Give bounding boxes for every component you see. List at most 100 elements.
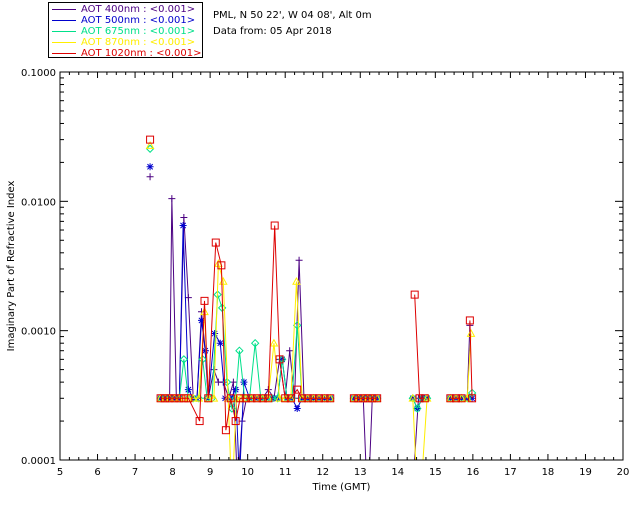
marker-square (309, 394, 318, 403)
series-clip-group (145, 135, 477, 460)
marker-square (451, 394, 460, 403)
x-tick-label: 16 (466, 467, 479, 478)
marker-triangle (269, 338, 279, 347)
y-tick-label: 0.0001 (21, 456, 56, 467)
marker-square (293, 385, 302, 394)
marker-asterisk (184, 386, 192, 394)
marker-triangle (203, 393, 213, 402)
marker-plus (180, 213, 188, 221)
y-tick-label: 0.0010 (21, 327, 56, 338)
marker-square (468, 394, 477, 403)
marker-asterisk (157, 394, 165, 402)
legend-item: AOT 1020nm : <0.001> (52, 48, 201, 59)
x-tick-label: 7 (132, 467, 138, 478)
marker-triangle (422, 393, 432, 402)
marker-triangle (223, 393, 233, 402)
date-info: Data from: 05 Apr 2018 (213, 26, 332, 37)
marker-square (175, 394, 184, 403)
marker-diamond (189, 394, 198, 403)
marker-square (410, 290, 419, 299)
legend-label: AOT 400nm : <0.001> (81, 4, 196, 15)
series-line (414, 294, 425, 399)
x-tick-label: 5 (57, 467, 63, 478)
marker-square (368, 394, 377, 403)
legend-label: AOT 1020nm : <0.001> (81, 48, 202, 59)
legend-label: AOT 675nm : <0.001> (81, 26, 196, 37)
series-line (160, 294, 331, 411)
series (146, 135, 477, 435)
marker-triangle (408, 393, 418, 402)
series (145, 141, 476, 460)
legend-swatch (52, 19, 76, 21)
marker-square (275, 355, 284, 364)
marker-triangle (466, 329, 476, 337)
marker-square (247, 394, 256, 403)
marker-asterisk (373, 394, 381, 402)
marker-square (221, 426, 230, 435)
marker-square (270, 221, 279, 230)
marker-asterisk (293, 405, 301, 413)
series (145, 144, 477, 413)
series (146, 163, 476, 460)
legend-swatch (52, 8, 76, 10)
series-line (466, 392, 473, 399)
marker-square (465, 316, 474, 325)
marker-square (195, 417, 204, 426)
marker-square (253, 394, 262, 403)
y-tick-label: 0.0100 (21, 197, 56, 208)
marker-square (204, 394, 213, 403)
marker-diamond (413, 404, 422, 413)
marker-diamond (250, 338, 260, 348)
x-tick-label: 14 (391, 467, 404, 478)
marker-square (457, 394, 466, 403)
series-line (160, 198, 331, 460)
legend-swatch (52, 52, 76, 54)
x-tick-label: 10 (241, 467, 254, 478)
marker-square (258, 394, 267, 403)
marker-square (170, 394, 179, 403)
marker-square (241, 394, 250, 403)
x-tick-label: 12 (316, 467, 329, 478)
marker-asterisk (146, 163, 154, 171)
legend-label: AOT 870nm : <0.001> (81, 37, 196, 48)
marker-square (349, 394, 358, 403)
x-tick-label: 18 (542, 467, 555, 478)
legend-swatch (52, 30, 76, 32)
marker-square (211, 238, 220, 247)
x-tick-label: 6 (94, 467, 100, 478)
series (146, 173, 474, 460)
plot-frame (59, 71, 624, 461)
x-tick-label: 15 (429, 467, 442, 478)
marker-square (200, 296, 209, 305)
x-tick-label: 20 (617, 467, 630, 478)
marker-asterisk (179, 222, 187, 230)
marker-asterisk (409, 394, 417, 402)
marker-square (217, 261, 226, 270)
marker-diamond (273, 394, 282, 403)
marker-diamond (179, 355, 189, 364)
marker-triangle (145, 141, 155, 149)
x-tick-label: 8 (169, 467, 175, 478)
marker-diamond (235, 346, 244, 355)
marker-square (184, 394, 193, 403)
marker-square (161, 394, 170, 403)
marker-plus (184, 294, 192, 302)
marker-square (363, 394, 372, 403)
series-line (160, 225, 331, 460)
marker-square (281, 394, 290, 403)
marker-asterisk (458, 394, 466, 402)
marker-square (446, 394, 455, 403)
marker-square (354, 394, 363, 403)
x-tick-label: 13 (354, 467, 367, 478)
marker-square (320, 394, 329, 403)
legend-swatch (52, 41, 76, 43)
marker-square (179, 394, 188, 403)
marker-square (165, 394, 174, 403)
y-axis-label: Imaginary Part of Refractive Index (6, 181, 17, 352)
marker-asterisk (240, 378, 248, 386)
legend-item: AOT 675nm : <0.001> (52, 26, 195, 37)
marker-square (359, 394, 368, 403)
marker-plus (286, 347, 294, 355)
marker-asterisk (232, 386, 240, 394)
